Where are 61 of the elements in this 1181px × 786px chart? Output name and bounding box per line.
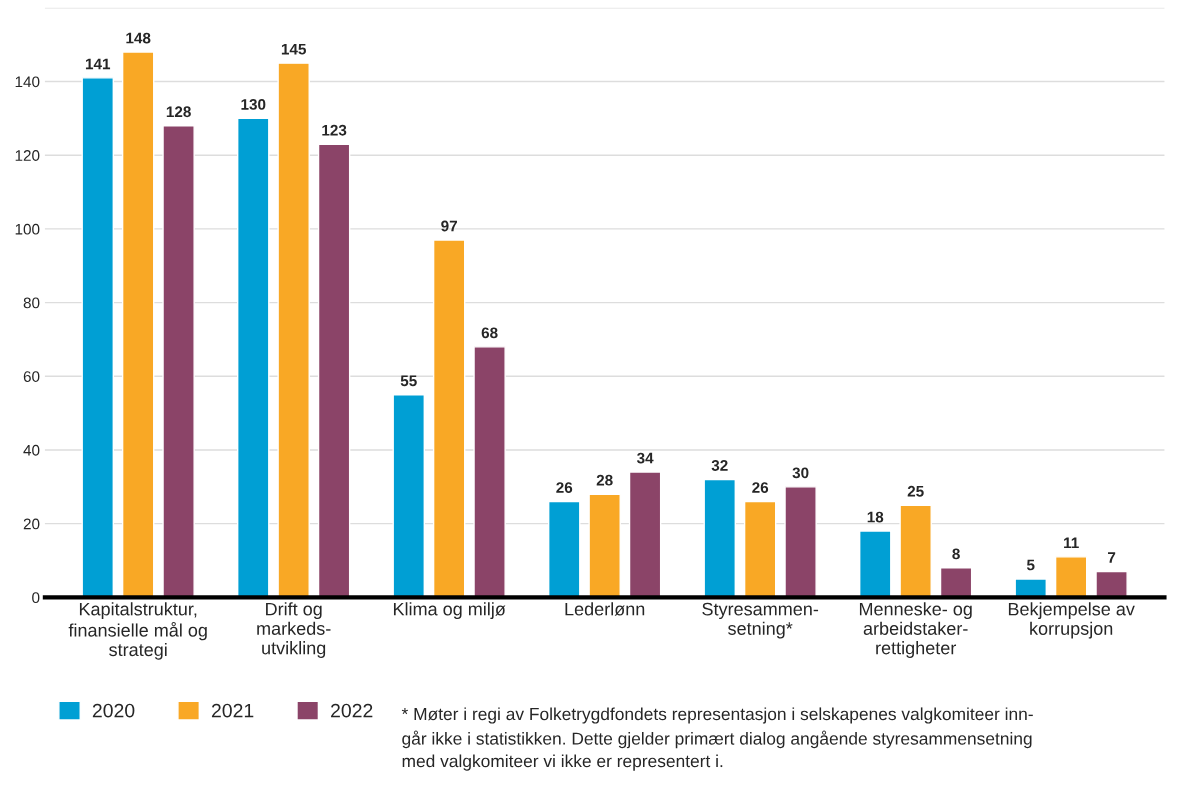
- data-label: 25: [907, 485, 924, 497]
- x-tick-label: Klima og miljø: [393, 602, 506, 620]
- x-tick-label: Lederlønn: [565, 602, 645, 616]
- y-tick-label: 20: [23, 518, 40, 530]
- y-tick-label: 140: [15, 76, 40, 88]
- data-label: 28: [596, 474, 613, 486]
- data-label: 8: [952, 548, 960, 560]
- y-tick-label: 60: [23, 371, 40, 382]
- data-label: 18: [867, 511, 884, 523]
- data-label: 26: [752, 482, 769, 493]
- data-label: 128: [166, 106, 191, 118]
- bar: [317, 143, 351, 598]
- bar: [432, 239, 466, 598]
- bar: [939, 567, 973, 598]
- bar: [81, 77, 114, 598]
- bar: [1054, 556, 1088, 598]
- data-label: 148: [126, 32, 151, 44]
- x-tick-label: Menneske- og arbeidstaker- rettigheter: [859, 602, 972, 658]
- bar: [547, 500, 581, 598]
- bar: [628, 471, 662, 598]
- bar: [784, 486, 817, 598]
- legend-label: 2021: [211, 703, 254, 718]
- y-tick-label: 40: [23, 444, 40, 456]
- x-tick-label: Drift og markeds- utvikling: [257, 602, 331, 658]
- bar: [743, 500, 777, 598]
- bar: [1014, 578, 1047, 598]
- data-label: 68: [481, 327, 498, 339]
- bar: [162, 125, 195, 598]
- data-label: 11: [1064, 537, 1079, 549]
- bar: [1095, 570, 1128, 598]
- text: * Møter i regi av Folketrygdfondets representasjon i selskapenes valgkomiteer inn- går ikke i statistikken. Dette gjelder primært dialog angående styresammensetning med valgkomiteer vi ikke er representert i.: [401, 707, 1033, 771]
- bar: [121, 51, 155, 598]
- data-label: 145: [281, 43, 306, 55]
- data-label: 32: [711, 460, 728, 471]
- data-label: 30: [792, 467, 809, 479]
- bar: [277, 62, 310, 598]
- bar: [473, 346, 506, 598]
- data-label: 26: [556, 482, 573, 493]
- data-label: 7: [1108, 552, 1116, 563]
- bar: [703, 478, 736, 598]
- x-tick-label: Styresammen- setning*: [702, 602, 819, 639]
- y-tick-label: 0: [32, 592, 40, 604]
- bar: [588, 493, 621, 598]
- data-label: 141: [85, 58, 111, 70]
- y-tick-label: 80: [23, 297, 40, 309]
- bar: [899, 504, 932, 598]
- bar: [237, 117, 270, 598]
- y-tick-label: 100: [15, 223, 40, 235]
- data-label: 97: [441, 220, 457, 232]
- data-label: 123: [322, 124, 347, 136]
- x-tick-label: Bekjempelse av korrupsjon: [1008, 602, 1135, 639]
- data-label: 130: [241, 99, 266, 110]
- y-tick-label: 120: [15, 150, 40, 161]
- legend-label: 2020: [92, 703, 135, 718]
- data-label: 55: [400, 375, 417, 387]
- bar: [392, 394, 425, 598]
- data-label: 34: [636, 452, 654, 464]
- x-tick-label: Kapitalstruktur, finansielle mål og strategi: [68, 602, 207, 660]
- data-label: 5: [1026, 559, 1035, 571]
- legend-label: 2022: [331, 703, 373, 718]
- bar: [858, 530, 892, 598]
